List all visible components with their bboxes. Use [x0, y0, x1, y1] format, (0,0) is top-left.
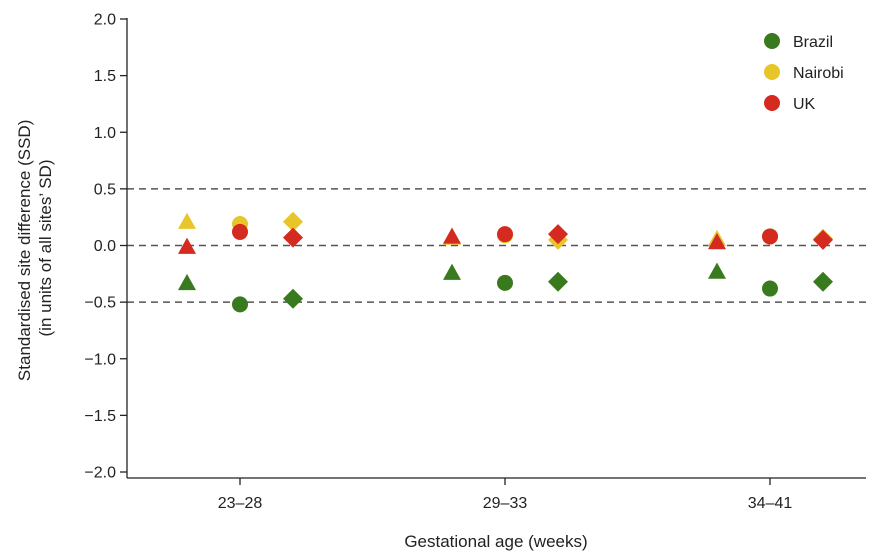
legend-label-brazil: Brazil — [793, 34, 833, 51]
y-tick-label: −2.0 — [84, 465, 116, 482]
y-tick-label: −1.0 — [84, 351, 116, 368]
y-tick-label: 0.5 — [94, 181, 116, 198]
x-tick-label: 23–28 — [218, 495, 263, 512]
uk-triangle-point — [178, 237, 196, 254]
uk-circle-point — [232, 223, 248, 240]
data-points — [178, 211, 833, 313]
reference-lines — [127, 188, 866, 303]
legend-marker-brazil — [764, 33, 780, 49]
legend: Brazil Nairobi UK — [764, 33, 844, 113]
brazil-triangle-point — [443, 263, 461, 280]
legend-label-nairobi: Nairobi — [793, 65, 844, 82]
uk-diamond-point — [283, 227, 303, 248]
brazil-triangle-point — [178, 273, 196, 291]
legend-marker-uk — [764, 95, 780, 111]
y-tick-label: −1.5 — [84, 408, 116, 425]
uk-circle-point — [762, 228, 778, 245]
brazil-diamond-point — [283, 288, 303, 309]
nairobi-triangle-point — [178, 212, 196, 229]
brazil-diamond-point — [548, 271, 568, 292]
uk-diamond-point — [813, 229, 833, 250]
y-axis-label: Standardised site difference (SSD) (in u… — [15, 115, 55, 381]
y-tick-label: −0.5 — [84, 295, 116, 312]
x-tick-label: 29–33 — [483, 495, 528, 512]
x-tick-label: 34–41 — [748, 495, 793, 512]
y-tick-label: 1.5 — [94, 68, 116, 85]
legend-label-uk: UK — [793, 96, 816, 113]
uk-triangle-point — [443, 227, 461, 244]
brazil-circle-point — [232, 296, 248, 313]
y-axis-label-line-1: Standardised site difference (SSD) — [15, 120, 34, 381]
brazil-diamond-point — [813, 271, 833, 292]
y-ticks: 2.0 1.5 1.0 0.5 0.0 −0.5 −1.0 −1.5 −2.0 — [84, 12, 127, 482]
x-axis-label: Gestational age (weeks) — [404, 532, 587, 551]
brazil-triangle-point — [708, 262, 726, 279]
brazil-circle-point — [762, 280, 778, 297]
uk-circle-point — [497, 226, 513, 243]
uk-diamond-point — [548, 224, 568, 245]
axes — [126, 18, 866, 479]
y-tick-label: 0.0 — [94, 238, 116, 255]
y-tick-label: 1.0 — [94, 125, 116, 142]
nairobi-diamond-point — [283, 211, 303, 232]
uk-triangle-point — [708, 233, 726, 250]
legend-marker-nairobi — [764, 64, 780, 80]
y-tick-label: 2.0 — [94, 12, 116, 29]
y-axis-label-line-2: (in units of all sites’ SD) — [36, 160, 55, 337]
brazil-circle-point — [497, 274, 513, 291]
x-ticks: 23–28 29–33 34–41 — [218, 478, 793, 512]
